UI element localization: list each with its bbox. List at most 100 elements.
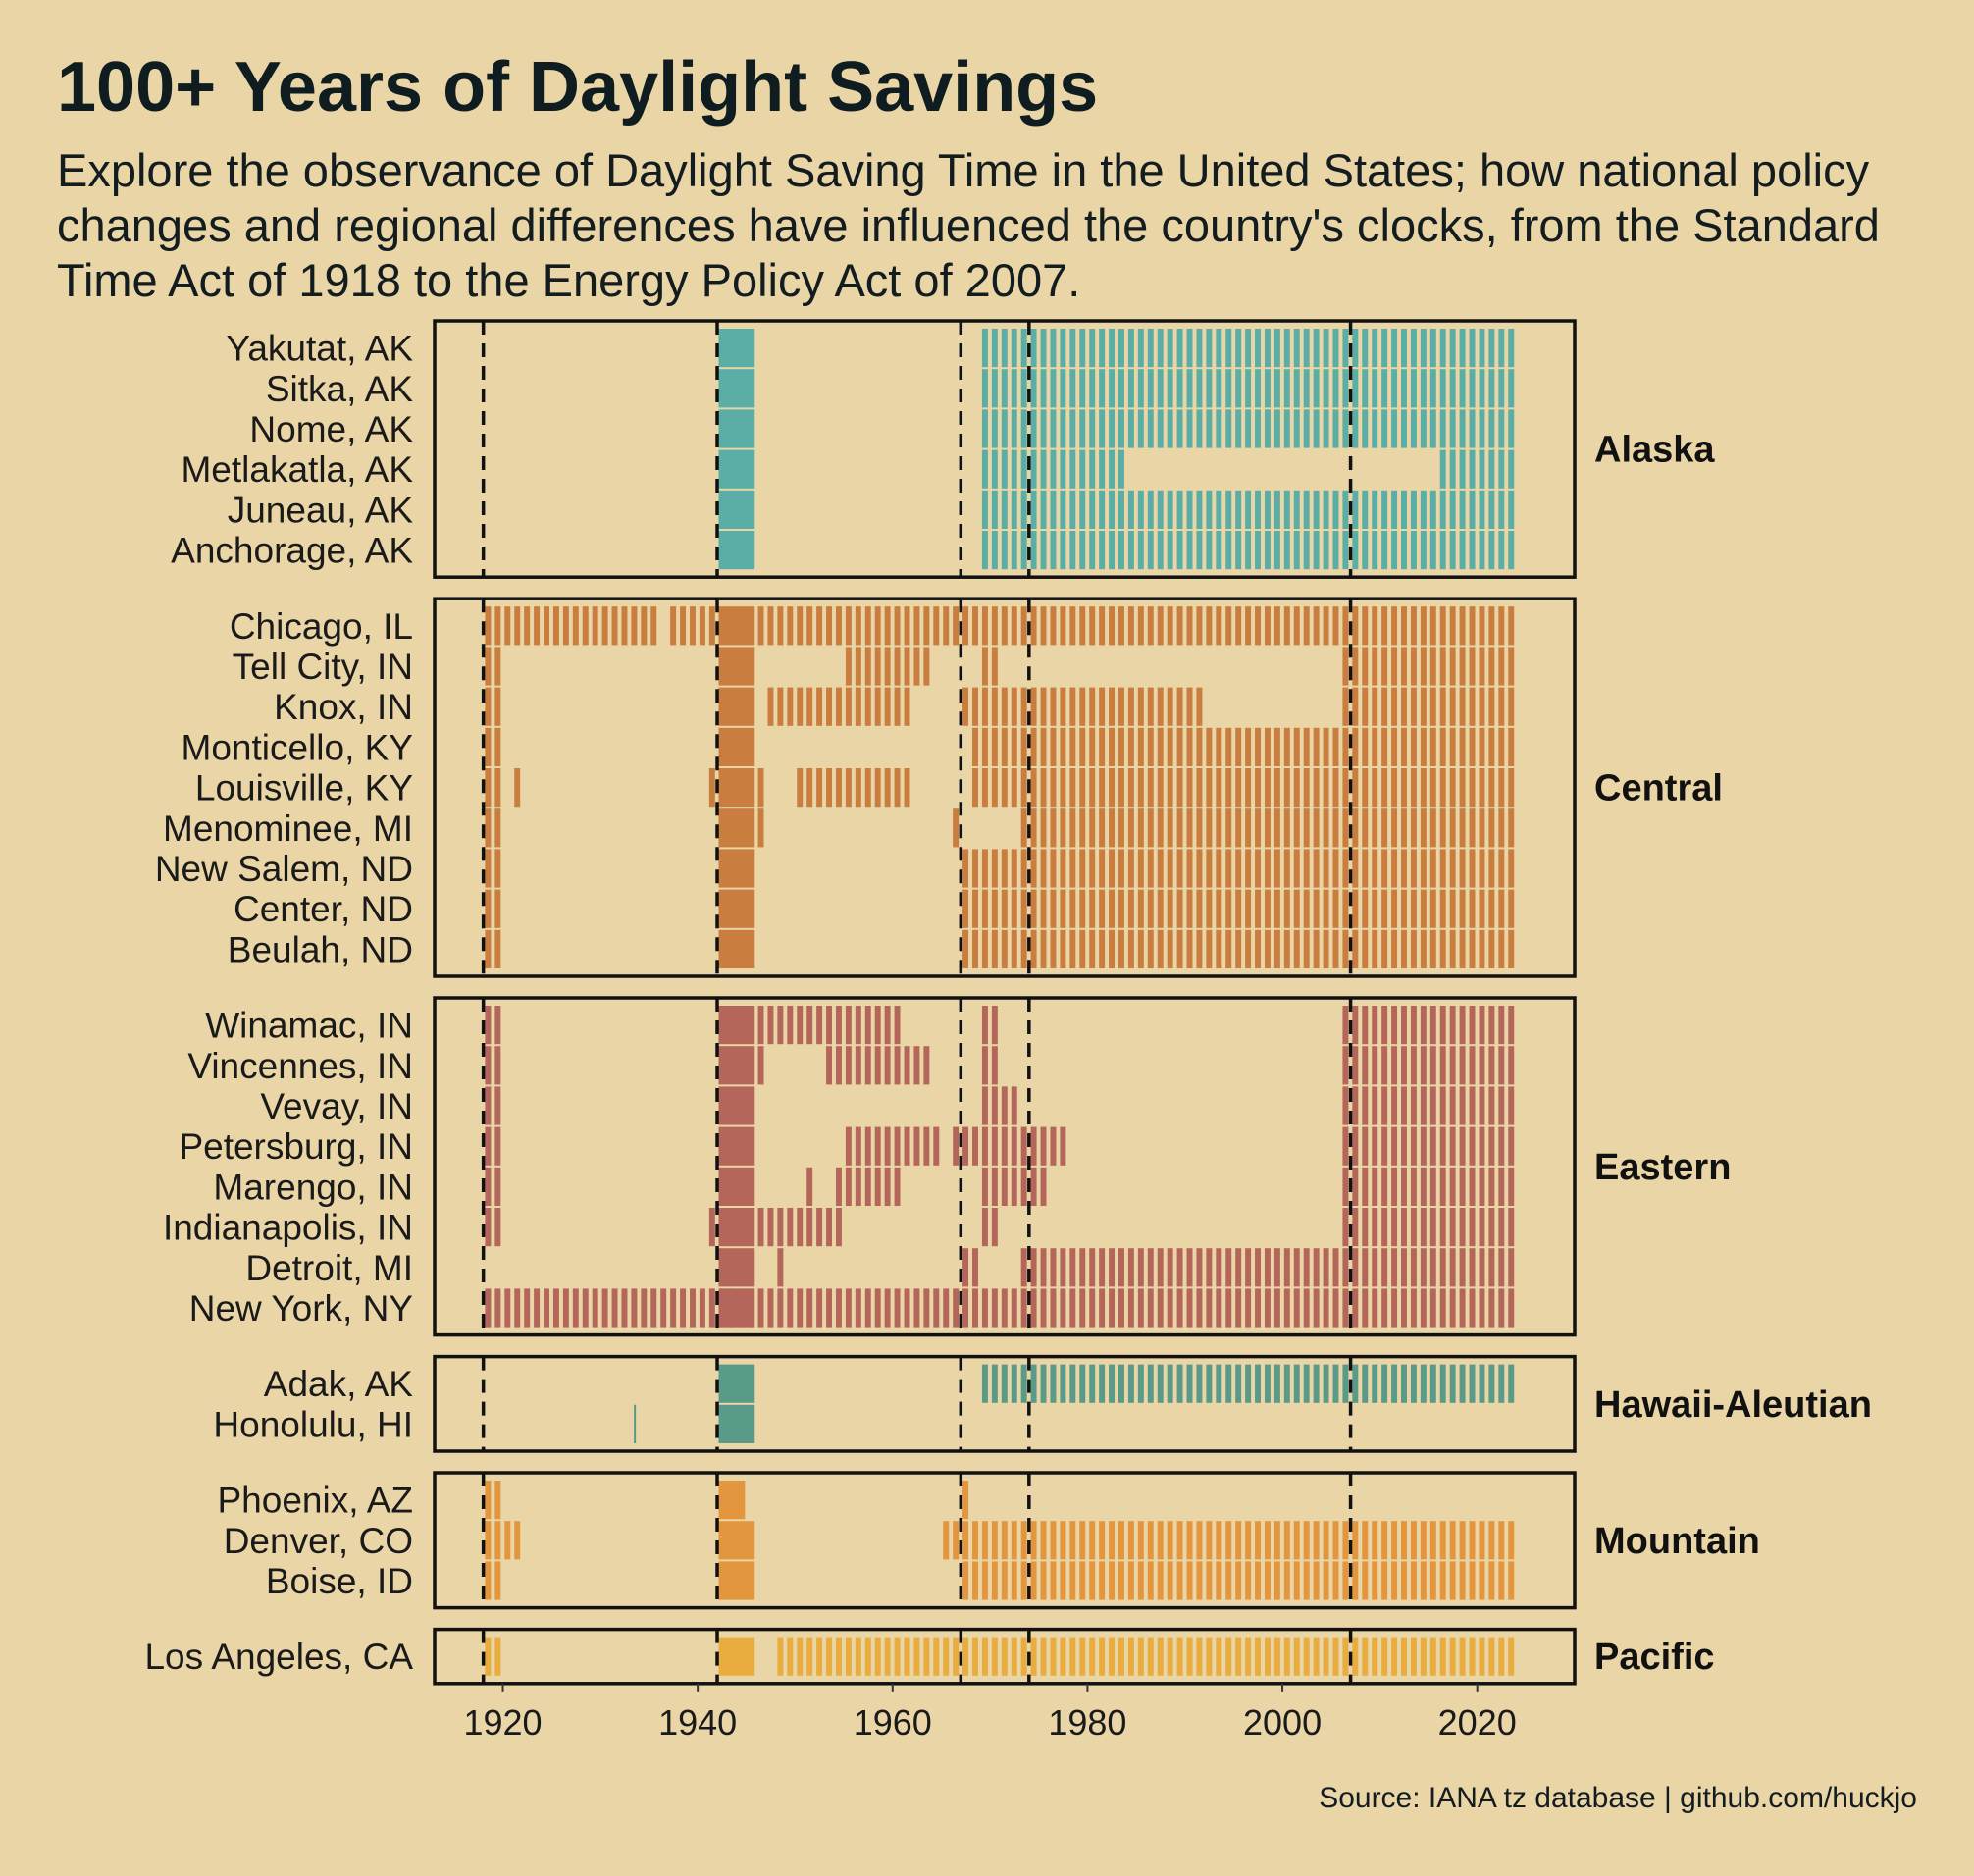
dst-year-bar [962,1561,969,1600]
dst-year-bar [1372,606,1378,646]
dst-year-bar [1352,687,1359,726]
dst-year-bar [1196,929,1203,968]
dst-year-bar [1469,1086,1476,1125]
dst-year-bar [1508,1521,1515,1560]
dst-year-bar [1391,768,1398,808]
dst-year-bar [884,1167,891,1206]
dst-year-bar [1283,606,1290,646]
dst-year-bar [1391,1126,1398,1166]
dst-year-bar [1303,1288,1310,1328]
dst-year-bar [1342,490,1349,529]
dst-year-bar [1352,1561,1359,1600]
dst-year-bar [1147,606,1154,646]
dst-year-bar [806,1637,813,1676]
dst-year-bar [1099,1288,1106,1328]
dst-year-bar [1469,606,1476,646]
dst-year-bar [1303,929,1310,968]
dst-year-bar [1381,1126,1388,1166]
dst-year-bar [991,409,998,448]
dst-year-bar [981,1364,988,1403]
dst-year-bar [494,889,501,928]
dst-year-bar [845,687,852,726]
dst-year-bar [1127,1248,1134,1287]
dst-year-bar [981,889,988,928]
dst-year-bar [864,768,871,808]
dst-year-bar [1089,889,1096,928]
dst-year-bar [1479,1126,1485,1166]
dst-year-bar [1069,1521,1076,1560]
dst-year-bar [1508,1167,1515,1206]
dst-year-bar [816,768,823,808]
dst-year-bar [1109,929,1116,968]
dst-year-bar [1089,606,1096,646]
dst-year-bar [1439,1046,1446,1085]
dst-year-bar [1362,1637,1369,1676]
dst-year-bar [1255,1561,1262,1600]
dst-year-bar [1255,727,1262,766]
dst-year-bar [1391,849,1398,888]
dst-year-bar [933,1288,940,1328]
dst-year-bar [953,808,960,848]
dst-year-bar [943,1288,950,1328]
dst-year-bar [1255,409,1262,448]
dst-year-bar [1401,1086,1407,1125]
dst-year-bar [1429,889,1436,928]
dst-year-bar [1469,449,1476,489]
dst-year-bar [1127,808,1134,848]
dst-year-bar [1439,1208,1446,1247]
x-axis: 1920 1940 1960 1980 2000 2020 [463,1683,1517,1743]
dst-year-bar [1127,1637,1134,1676]
dst-year-bar [1342,1006,1349,1045]
dst-year-bar [1372,1126,1378,1166]
dst-year-bar [1060,1521,1066,1560]
dst-year-bar [1439,369,1446,408]
dst-year-bar [1381,687,1388,726]
dst-year-bar [1429,1364,1436,1403]
dst-year-bar [1020,409,1027,448]
dst-year-bar [1439,1288,1446,1328]
dst-year-bar [1372,929,1378,968]
dst-year-bar [1459,329,1466,368]
dst-year-bar [1255,929,1262,968]
dst-year-bar [1273,727,1280,766]
war-time-block [718,849,755,888]
dst-year-bar [1127,727,1134,766]
dst-year-bar [1429,606,1436,646]
dst-year-bar [874,606,881,646]
dst-year-bar [544,606,549,646]
dst-year-bar [1372,1561,1378,1600]
dst-year-bar [1459,1248,1466,1287]
dst-year-bar [1118,1637,1124,1676]
dst-year-bar [1391,1521,1398,1560]
dst-year-bar [1176,1364,1183,1403]
dst-year-bar [552,1288,559,1328]
dst-year-bar [991,531,998,570]
dst-year-bar [1060,369,1066,408]
dst-year-bar [1050,409,1057,448]
dst-year-bar [1011,849,1017,888]
dst-year-bar [1109,329,1116,368]
dst-year-bar [1459,606,1466,646]
dst-year-bar [514,606,521,646]
dst-year-bar [1196,808,1203,848]
dst-year-bar [991,929,998,968]
dst-year-bar [757,808,764,848]
dst-year-bar [1342,849,1349,888]
dst-year-bar [1342,409,1349,448]
dst-year-bar [981,1561,988,1600]
dst-year-bar [1060,409,1066,448]
dst-year-bar [1401,1637,1407,1676]
dst-year-bar [1449,849,1456,888]
dst-year-bar [1264,1364,1271,1403]
x-tick-label: 2000 [1243,1702,1322,1743]
dst-year-bar [1362,531,1369,570]
dst-year-bar [1176,1561,1183,1600]
dst-year-bar [1069,849,1076,888]
dst-year-bar [991,1637,998,1676]
dst-year-bar [611,606,618,646]
dst-year-bar [1488,1521,1495,1560]
dst-year-bar [933,1126,940,1166]
dst-year-bar [1235,409,1242,448]
war-time-block [718,1364,755,1403]
dst-year-bar [1001,768,1008,808]
